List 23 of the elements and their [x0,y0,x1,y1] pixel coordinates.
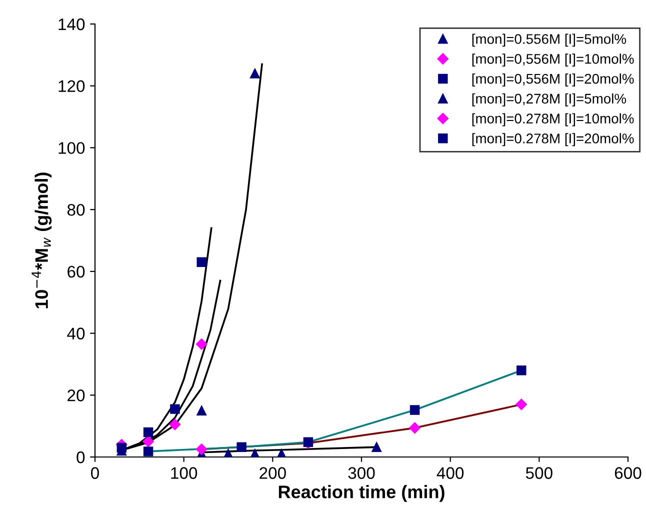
x-tick-label: 500 [526,467,552,479]
y-tick-label: 100 [58,142,85,154]
x-tick-label: 0 [91,467,99,479]
y-tick-label: 0 [76,451,85,464]
x-tick-label: 200 [260,467,286,479]
y-tick-label: 60 [68,266,85,278]
legend-label: [mon]=0,278M [I]=5mol% [472,93,626,106]
legend-label: [mon]=0.278M [I]=10mol% [472,113,634,126]
y-tick-label: 80 [67,204,85,216]
legend-label: [mon]=0,556M [I]=20mol% [472,74,634,86]
x-tick-label: 300 [348,467,375,479]
x-tick-label: 100 [171,467,198,479]
x-tick-label: 600 [614,467,642,479]
legend-label: [mon]=0.278M [I]=20mol% [472,133,634,146]
legend-label: [mon]=0.556M [I]=5mol% [472,34,626,47]
legend-label: [mon]=0,556M [I]=10mol% [472,54,634,67]
y-tick-label: 40 [67,328,85,340]
x-axis-title: Reaction time (min) [278,485,444,502]
y-axis-title: 10$^{−4}$*M$_{w}$ (g/mol) [32,172,52,308]
y-tick-label: 20 [68,390,85,402]
y-tick-label: 120 [58,80,85,92]
x-tick-label: 400 [436,467,464,479]
y-tick-label: 140 [58,18,85,30]
